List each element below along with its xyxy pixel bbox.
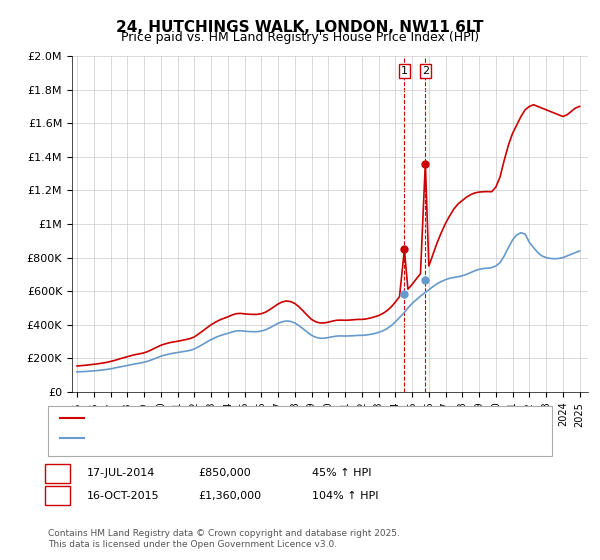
Text: 1: 1 <box>54 468 61 478</box>
Text: 17-JUL-2014: 17-JUL-2014 <box>87 468 155 478</box>
Text: Contains HM Land Registry data © Crown copyright and database right 2025.
This d: Contains HM Land Registry data © Crown c… <box>48 529 400 549</box>
Text: 24, HUTCHINGS WALK, LONDON, NW11 6LT: 24, HUTCHINGS WALK, LONDON, NW11 6LT <box>116 20 484 35</box>
Text: £850,000: £850,000 <box>198 468 251 478</box>
Text: 1: 1 <box>401 66 408 76</box>
Text: 104% ↑ HPI: 104% ↑ HPI <box>312 491 379 501</box>
Text: 2: 2 <box>422 66 429 76</box>
Text: 24, HUTCHINGS WALK, LONDON, NW11 6LT (semi-detached house): 24, HUTCHINGS WALK, LONDON, NW11 6LT (se… <box>90 413 438 423</box>
Text: 16-OCT-2015: 16-OCT-2015 <box>87 491 160 501</box>
Text: 45% ↑ HPI: 45% ↑ HPI <box>312 468 371 478</box>
Text: Price paid vs. HM Land Registry's House Price Index (HPI): Price paid vs. HM Land Registry's House … <box>121 31 479 44</box>
Text: HPI: Average price, semi-detached house, Barnet: HPI: Average price, semi-detached house,… <box>90 433 347 444</box>
Text: £1,360,000: £1,360,000 <box>198 491 261 501</box>
Text: 2: 2 <box>54 491 61 501</box>
